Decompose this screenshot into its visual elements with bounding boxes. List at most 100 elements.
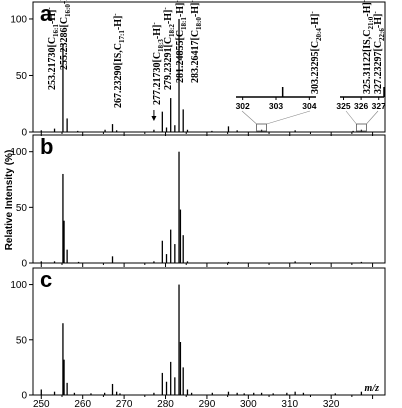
inset-tick-label: 327 xyxy=(372,101,386,111)
peak-annotation: 303.23295[C20:4-H]- xyxy=(308,11,323,94)
inset-tick-label: 302 xyxy=(236,101,250,111)
annotation-mz: 283.26417 xyxy=(190,41,201,84)
inset-tick-label: 325 xyxy=(336,101,350,111)
annotation-tail: -H] xyxy=(175,3,186,17)
annotation-tail: -H] xyxy=(47,10,58,24)
annotation-formula: [C xyxy=(373,41,384,52)
peak-annotation: 267.23290[IS,C17:1-H]- xyxy=(111,13,126,108)
annotation-tail: -H] xyxy=(190,3,201,17)
y-tick-label: 50 xyxy=(16,203,28,214)
annotation-subscript: 21:0 xyxy=(367,16,375,29)
annotation-tail: -H] xyxy=(113,16,124,30)
y-tick-label: 0 xyxy=(21,128,27,139)
inset-tick-label: 304 xyxy=(302,101,316,111)
x-tick-label: 270 xyxy=(116,399,133,408)
panel-b: b 0 50 100 xyxy=(10,134,386,270)
annotation-formula: [C xyxy=(163,37,174,48)
peak-annotation: 277.21730[C18:3-H]- xyxy=(150,22,165,105)
plot-frame xyxy=(32,267,386,396)
plot-frame xyxy=(32,1,386,133)
x-tick-label: 250 xyxy=(33,399,50,408)
y-tick-label: 50 xyxy=(16,335,28,346)
annotation-subscript: 20:4 xyxy=(315,28,323,41)
annotation-tail: -H] xyxy=(152,25,163,39)
x-tick-label: 280 xyxy=(157,399,174,408)
zoom-box xyxy=(355,123,367,132)
annotation-superscript: - xyxy=(371,11,379,14)
annotation-superscript: - xyxy=(111,13,119,16)
annotation-tail: -H] xyxy=(59,0,70,4)
annotation-tail: -H] xyxy=(362,2,373,16)
peak-annotation: 281.24855[C18:1-H]- xyxy=(173,0,188,83)
inset-tick-label: 326 xyxy=(354,101,368,111)
annotation-superscript: - xyxy=(173,0,181,3)
annotation-superscript: - xyxy=(150,22,158,25)
zoom-inset: 302 303 304 xyxy=(236,87,317,132)
annotation-formula: [IS,C xyxy=(113,43,124,66)
annotation-formula: [C xyxy=(59,17,70,28)
annotation-formula: [IS,C xyxy=(362,30,373,53)
x-tick-label: 290 xyxy=(199,399,216,408)
annotation-mz: 279.23291 xyxy=(163,48,174,91)
annotation-mz: 281.24855 xyxy=(175,41,186,84)
annotation-formula: [C xyxy=(310,41,321,52)
annotation-mz: 325.31122 xyxy=(362,52,373,94)
zoom-connector xyxy=(345,110,357,125)
x-tick-label: 300 xyxy=(240,399,257,408)
panel-label: c xyxy=(40,267,52,292)
annotation-mz: 303.23295 xyxy=(310,52,321,95)
y-tick-label: 100 xyxy=(10,14,27,25)
y-tick-label: 50 xyxy=(16,71,28,82)
annotation-tail: -H] xyxy=(310,14,321,28)
zoom-connector xyxy=(266,110,311,125)
annotation-mz: 267.23290 xyxy=(113,66,124,109)
x-tick-label: 320 xyxy=(323,399,340,408)
zoom-connector xyxy=(241,110,257,125)
zoom-connector xyxy=(366,110,379,125)
x-tick-label: 310 xyxy=(281,399,298,408)
annotation-mz: 327.23297 xyxy=(373,52,384,95)
x-tick-label: 260 xyxy=(74,399,91,408)
peak-annotation: 253.21730[C16:1-H]- xyxy=(45,7,60,90)
panel-a: a050100253.21730[C16:1-H]-255.23286[C16:… xyxy=(10,0,386,139)
peak-annotation: 327.23297[C22:6-H]- xyxy=(371,11,386,94)
y-tick-label: 0 xyxy=(21,259,27,270)
annotation-mz: 277.21730 xyxy=(152,63,163,106)
annotation-formula: [C xyxy=(152,52,163,63)
zoom-box xyxy=(256,123,267,132)
annotation-subscript: 16:0 xyxy=(64,4,72,17)
annotation-superscript: - xyxy=(161,7,169,10)
annotation-subscript: 17:1 xyxy=(118,30,126,43)
panel-c: c 0 50 100 250 260 270 280 290 300 310 320 m/z xyxy=(10,267,386,408)
annotation-formula: [C xyxy=(190,30,201,41)
annotation-superscript: - xyxy=(188,0,196,3)
peak-annotation: 255.23286[C16:0-H]- xyxy=(57,0,72,70)
annotation-superscript: - xyxy=(360,0,368,2)
plot-frame xyxy=(32,134,386,264)
annotation-formula: [C xyxy=(47,37,58,48)
peak-annotation: 283.26417[C18:0-H]- xyxy=(188,0,203,83)
annotation-subscript: 18:1 xyxy=(180,17,188,30)
peak-annotation: 279.23291[C18:2-H]- xyxy=(161,7,176,90)
annotation-superscript: - xyxy=(45,7,53,10)
annotation-tail: -H] xyxy=(163,10,174,24)
annotation-mz: 255.23286 xyxy=(59,28,70,71)
annotation-formula: [C xyxy=(175,30,186,41)
y-tick-label: 100 xyxy=(10,147,27,158)
x-axis-label: m/z xyxy=(365,383,380,394)
annotation-tail: -H] xyxy=(373,14,384,28)
y-tick-label: 0 xyxy=(21,391,27,402)
annotation-mz: 253.21730 xyxy=(47,48,58,91)
peak-annotation: 325.31122[IS,C21:0-H]- xyxy=(360,0,375,94)
annotation-arrowhead xyxy=(151,116,157,121)
annotation-superscript: - xyxy=(308,11,316,14)
y-axis-label: Relative Intensity (%) xyxy=(4,150,15,251)
annotation-subscript: 22:6 xyxy=(378,28,386,41)
y-tick-label: 100 xyxy=(10,280,27,291)
annotation-subscript: 16:1 xyxy=(52,24,60,37)
panel-label: b xyxy=(40,134,53,159)
annotation-subscript: 18:2 xyxy=(168,24,176,37)
panel-label: a xyxy=(40,1,53,26)
inset-tick-label: 303 xyxy=(269,101,283,111)
